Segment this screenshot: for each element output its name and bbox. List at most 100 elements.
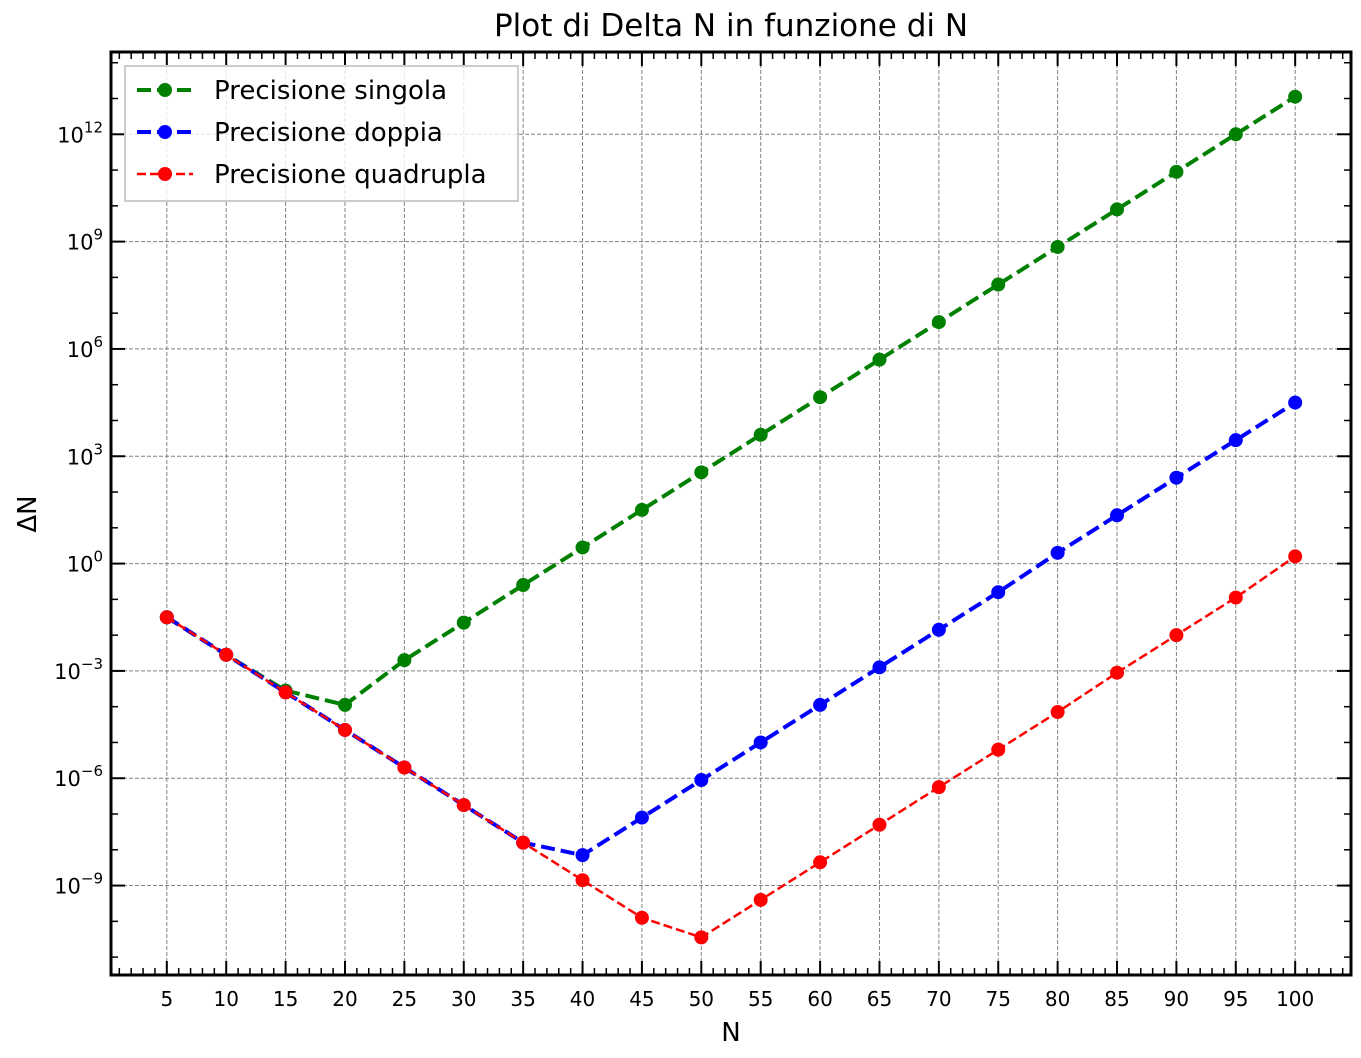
legend-marker bbox=[158, 167, 172, 181]
data-point bbox=[456, 615, 471, 630]
x-tick-label: 10 bbox=[213, 987, 238, 1011]
series-line bbox=[165, 95, 1297, 708]
y-tick-exponent: −9 bbox=[81, 870, 103, 888]
x-tick-label: 75 bbox=[986, 987, 1011, 1011]
data-point bbox=[397, 760, 412, 775]
data-point bbox=[931, 622, 946, 637]
x-tick-label: 40 bbox=[570, 987, 595, 1011]
y-tick-mantissa: 10 bbox=[54, 875, 81, 899]
data-point bbox=[575, 848, 590, 863]
x-tick-label: 15 bbox=[273, 987, 298, 1011]
data-point bbox=[1110, 202, 1125, 217]
data-point bbox=[337, 697, 352, 712]
x-tick-label: 70 bbox=[926, 987, 951, 1011]
data-point bbox=[1228, 590, 1243, 605]
data-point bbox=[991, 585, 1006, 600]
plot-frame bbox=[109, 50, 1353, 977]
y-tick-label: 100 bbox=[67, 548, 103, 577]
data-point bbox=[278, 685, 293, 700]
data-point bbox=[872, 352, 887, 367]
data-point bbox=[1110, 508, 1125, 523]
data-point bbox=[634, 502, 649, 517]
data-point bbox=[337, 722, 352, 737]
data-point bbox=[1050, 239, 1065, 254]
y-tick-label: 109 bbox=[67, 226, 103, 255]
legend-entries: Precisione singola Precisione doppia Preci… bbox=[137, 76, 487, 190]
data-point bbox=[991, 742, 1006, 757]
legend-label: Precisione singola bbox=[214, 76, 447, 106]
x-tick-label: 95 bbox=[1223, 987, 1248, 1011]
y-tick-label: 10−9 bbox=[54, 870, 103, 899]
x-tick-label: 80 bbox=[1045, 987, 1070, 1011]
legend-marker bbox=[158, 83, 172, 97]
data-point bbox=[1169, 470, 1184, 485]
chart-title: Plot di Delta N in funzione di N bbox=[494, 8, 968, 44]
x-tick-label: 20 bbox=[332, 987, 357, 1011]
data-series bbox=[159, 89, 1303, 945]
legend-marker bbox=[158, 125, 172, 139]
x-tick-label: 90 bbox=[1164, 987, 1189, 1011]
data-point bbox=[634, 810, 649, 825]
legend: Precisione singola Precisione doppia Preci… bbox=[124, 65, 519, 202]
y-tick-exponent: −6 bbox=[81, 762, 103, 780]
data-point bbox=[219, 647, 234, 662]
y-tick-mantissa: 10 bbox=[57, 123, 84, 147]
data-point bbox=[991, 277, 1006, 292]
data-point bbox=[1050, 705, 1065, 720]
data-point bbox=[813, 390, 828, 405]
data-point bbox=[872, 660, 887, 675]
y-tick-mantissa: 10 bbox=[67, 553, 94, 577]
y-tick-label: 1012 bbox=[57, 118, 103, 147]
y-tick-mantissa: 10 bbox=[67, 231, 94, 255]
series-3 bbox=[159, 549, 1303, 945]
legend-label: Precisione doppia bbox=[214, 118, 443, 148]
y-tick-mantissa: 10 bbox=[54, 767, 81, 791]
data-point bbox=[813, 697, 828, 712]
data-point bbox=[1288, 395, 1303, 410]
data-point bbox=[1288, 89, 1303, 104]
x-tick-label: 60 bbox=[807, 987, 832, 1011]
data-point bbox=[872, 817, 887, 832]
y-tick-mantissa: 10 bbox=[67, 445, 94, 469]
series-1 bbox=[159, 89, 1303, 712]
data-point bbox=[931, 780, 946, 795]
y-axis-label: ΔN bbox=[13, 495, 43, 532]
data-point bbox=[575, 540, 590, 555]
legend-entry: Precisione quadrupla bbox=[137, 160, 487, 190]
x-tick-label: 50 bbox=[689, 987, 714, 1011]
x-tick-label: 85 bbox=[1104, 987, 1129, 1011]
y-tick-mantissa: 10 bbox=[54, 660, 81, 684]
legend-entry: Precisione singola bbox=[137, 76, 447, 106]
y-tick-mantissa: 10 bbox=[67, 338, 94, 362]
data-point bbox=[753, 892, 768, 907]
data-point bbox=[1169, 164, 1184, 179]
data-point bbox=[1050, 545, 1065, 560]
data-point bbox=[1228, 127, 1243, 142]
y-tick-exponent: −3 bbox=[81, 655, 103, 673]
data-point bbox=[1110, 665, 1125, 680]
data-point bbox=[575, 873, 590, 888]
y-tick-exponent: 9 bbox=[93, 226, 103, 244]
y-tick-label: 106 bbox=[67, 333, 103, 362]
x-tick-label: 5 bbox=[160, 987, 173, 1011]
x-tick-label: 100 bbox=[1276, 987, 1314, 1011]
x-tick-label: 25 bbox=[392, 987, 417, 1011]
legend-entry: Precisione doppia bbox=[137, 118, 443, 148]
data-point bbox=[694, 930, 709, 945]
data-point bbox=[456, 798, 471, 813]
legend-label: Precisione quadrupla bbox=[214, 160, 487, 190]
data-point bbox=[1288, 549, 1303, 564]
x-tick-label: 45 bbox=[629, 987, 654, 1011]
data-point bbox=[159, 610, 174, 625]
data-point bbox=[1228, 433, 1243, 448]
x-tick-label: 65 bbox=[867, 987, 892, 1011]
y-tick-exponent: 0 bbox=[93, 548, 103, 566]
y-tick-exponent: 6 bbox=[93, 333, 103, 351]
x-axis-label: N bbox=[721, 1018, 740, 1048]
series-line bbox=[166, 555, 1296, 939]
data-point bbox=[634, 910, 649, 925]
y-tick-exponent: 3 bbox=[93, 440, 103, 458]
y-tick-exponent: 12 bbox=[84, 118, 103, 136]
